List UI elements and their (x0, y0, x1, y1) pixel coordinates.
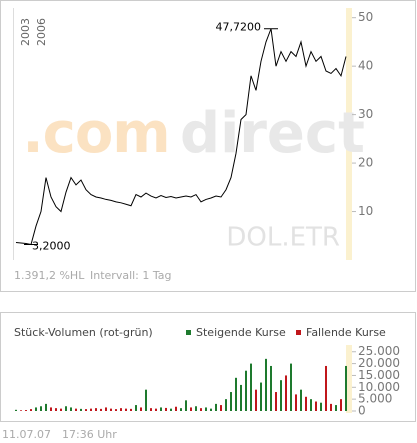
volume-bar (230, 392, 232, 411)
volume-bar (55, 408, 57, 411)
volume-bar (195, 406, 197, 411)
date: 11.07.07 (2, 428, 51, 441)
watermark-direct: direct (180, 101, 365, 166)
y-tick-label: 50 (358, 10, 373, 24)
volume-bar (50, 407, 52, 411)
volume-bar (215, 403, 217, 411)
y-tick-label: 20.000 (358, 356, 400, 370)
volume-bar (310, 399, 312, 411)
volume-bar (305, 396, 307, 411)
volume-bar (115, 409, 117, 411)
volume-bar (60, 408, 62, 411)
volume-bar (145, 389, 147, 411)
price-line (15, 28, 347, 246)
volume-bar (265, 358, 267, 411)
volume-bar (40, 406, 42, 411)
hl-text: 1.391,2 %HL (14, 269, 85, 282)
volume-bar (225, 399, 227, 411)
volume-title: Stück-Volumen (rot-grün) (14, 326, 153, 339)
volume-bar (330, 403, 332, 411)
interval-text: Intervall: 1 Tag (90, 269, 172, 282)
volume-bar (280, 380, 282, 411)
y-tick-label: 10 (358, 204, 373, 218)
y-tick-label: 10.000 (358, 380, 400, 394)
volume-bar (250, 363, 252, 411)
volume-bar (35, 407, 37, 411)
volume-bar (80, 408, 82, 411)
volume-bar (340, 399, 342, 411)
volume-bar (180, 408, 182, 411)
volume-bar (65, 406, 67, 411)
volume-bar (135, 405, 137, 411)
y-tick-label: 30 (358, 107, 373, 121)
volume-bar (260, 382, 262, 411)
volume-bar (175, 406, 177, 411)
volume-bar (235, 377, 237, 411)
legend-swatch (296, 330, 301, 335)
volume-bar (205, 407, 207, 411)
y-tick-label: 5.000 (358, 392, 392, 406)
volume-bar (155, 408, 157, 411)
legend-label: Steigende Kurse (196, 326, 286, 339)
volume-highlight (346, 345, 352, 413)
volume-bar (320, 402, 322, 411)
volume-bar (200, 408, 202, 411)
y-tick-label: 25.000 (358, 344, 400, 358)
volume-bar (335, 405, 337, 411)
symbol-watermark: DOL.ETR (226, 223, 340, 253)
volume-bar (300, 389, 302, 411)
volume-bar (165, 407, 167, 411)
volume-bar (245, 370, 247, 411)
volume-bar (170, 408, 172, 411)
y-tick-label: 20 (358, 156, 373, 170)
volume-bar (25, 410, 27, 411)
volume-bar (90, 408, 92, 411)
volume-bar (345, 365, 347, 411)
volume-bar (70, 407, 72, 411)
volume-bar (210, 408, 212, 411)
volume-bar (150, 408, 152, 411)
volume-bar (295, 394, 297, 411)
volume-bar (240, 384, 242, 411)
volume-bar (105, 407, 107, 411)
volume-bar (20, 410, 22, 411)
volume-bar (270, 365, 272, 411)
value-label: 47,7200 (216, 21, 262, 34)
volume-bar (45, 403, 47, 411)
volume-bar (185, 400, 187, 411)
price-highlight (346, 8, 352, 260)
volume-bar (275, 392, 277, 411)
y-tick-label: 0 (358, 404, 366, 418)
volume-bar (110, 408, 112, 411)
value-label: 3,2000 (32, 239, 71, 252)
volume-bar (140, 407, 142, 411)
volume-bar (315, 401, 317, 411)
volume-bar (75, 408, 77, 411)
volume-bar (160, 407, 162, 411)
volume-bar (30, 409, 32, 411)
volume-bar (285, 375, 287, 411)
x-label: 2003 (19, 18, 32, 46)
volume-bar (130, 408, 132, 411)
x-label: 2006 (35, 18, 48, 46)
volume-bar (255, 389, 257, 411)
volume-bar (190, 407, 192, 411)
volume-bar (220, 405, 222, 411)
legend-swatch (186, 330, 191, 335)
volume-bar (120, 408, 122, 411)
legend-label: Fallende Kurse (306, 326, 386, 339)
volume-bar (290, 363, 292, 411)
watermark: .com (22, 101, 169, 166)
volume-bar (95, 408, 97, 411)
volume-bar (125, 408, 127, 411)
time: 17:36 Uhr (62, 428, 117, 441)
volume-bar (85, 409, 87, 411)
volume-bar (325, 365, 327, 411)
watermark-com: .com (22, 101, 169, 166)
y-tick-label: 40 (358, 59, 373, 73)
y-tick-label: 15.000 (358, 368, 400, 382)
volume-bar (100, 408, 102, 411)
volume-bar (15, 409, 17, 411)
